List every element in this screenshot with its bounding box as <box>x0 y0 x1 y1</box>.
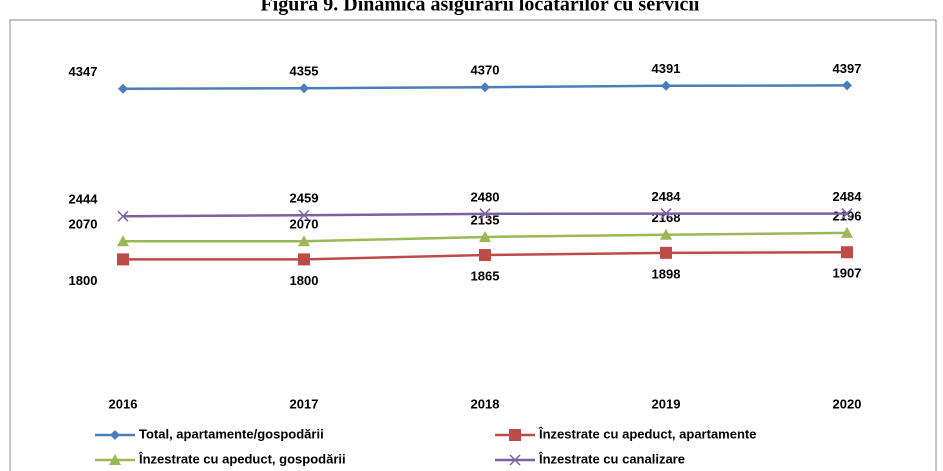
data-label: 4370 <box>471 63 500 78</box>
data-label: 2196 <box>833 208 862 223</box>
data-label: 2444 <box>69 192 99 207</box>
marker <box>660 246 672 259</box>
legend-marker <box>509 454 521 466</box>
marker <box>661 80 671 91</box>
marker <box>842 80 852 91</box>
data-label: 2459 <box>290 191 319 206</box>
marker <box>117 235 129 247</box>
legend-marker <box>509 429 521 441</box>
legend-label: Înzestrate cu apeduct, gospodării <box>138 451 346 466</box>
chart-frame <box>9 19 937 471</box>
marker <box>479 208 491 220</box>
marker <box>841 208 853 220</box>
marker <box>298 235 310 247</box>
marker <box>298 253 310 266</box>
marker <box>660 228 672 240</box>
x-tick-label: 2017 <box>290 396 319 411</box>
data-label: 4391 <box>652 61 681 76</box>
x-tick-label: 2019 <box>652 396 681 411</box>
data-label: 4355 <box>290 64 319 79</box>
data-label: 2070 <box>69 217 98 232</box>
legend-marker <box>110 430 120 440</box>
marker <box>841 226 853 238</box>
marker <box>841 246 853 259</box>
marker <box>299 83 309 94</box>
data-label: 1865 <box>471 268 500 283</box>
data-label: 1800 <box>69 273 98 288</box>
x-tick-label: 2016 <box>109 396 138 411</box>
data-label: 1907 <box>833 266 862 281</box>
marker <box>298 209 310 221</box>
marker <box>118 83 128 94</box>
x-tick-label: 2018 <box>471 396 500 411</box>
data-label: 1800 <box>290 273 319 288</box>
data-label: 2480 <box>471 189 500 204</box>
data-label: 1898 <box>652 266 681 281</box>
marker <box>117 253 129 266</box>
chart-title: Figura 9. Dinamica asigurării locatarilo… <box>260 0 699 16</box>
legend-marker <box>109 454 121 465</box>
marker <box>660 208 672 220</box>
legend-label: Înzestrate cu canalizare <box>538 451 685 466</box>
data-label: 2484 <box>833 189 863 204</box>
x-tick-label: 2020 <box>833 396 862 411</box>
data-label: 2484 <box>652 189 682 204</box>
data-label: 2070 <box>290 217 319 232</box>
data-label: 4397 <box>833 61 862 76</box>
legend-label: Înzestrate cu apeduct, apartamente <box>538 426 756 441</box>
legend-label: Total, apartamente/gospodării <box>139 426 324 441</box>
marker <box>480 82 490 93</box>
data-label: 2135 <box>471 212 500 227</box>
marker <box>117 210 129 222</box>
marker <box>479 230 491 242</box>
data-label: 4347 <box>69 64 98 79</box>
marker <box>479 249 491 262</box>
